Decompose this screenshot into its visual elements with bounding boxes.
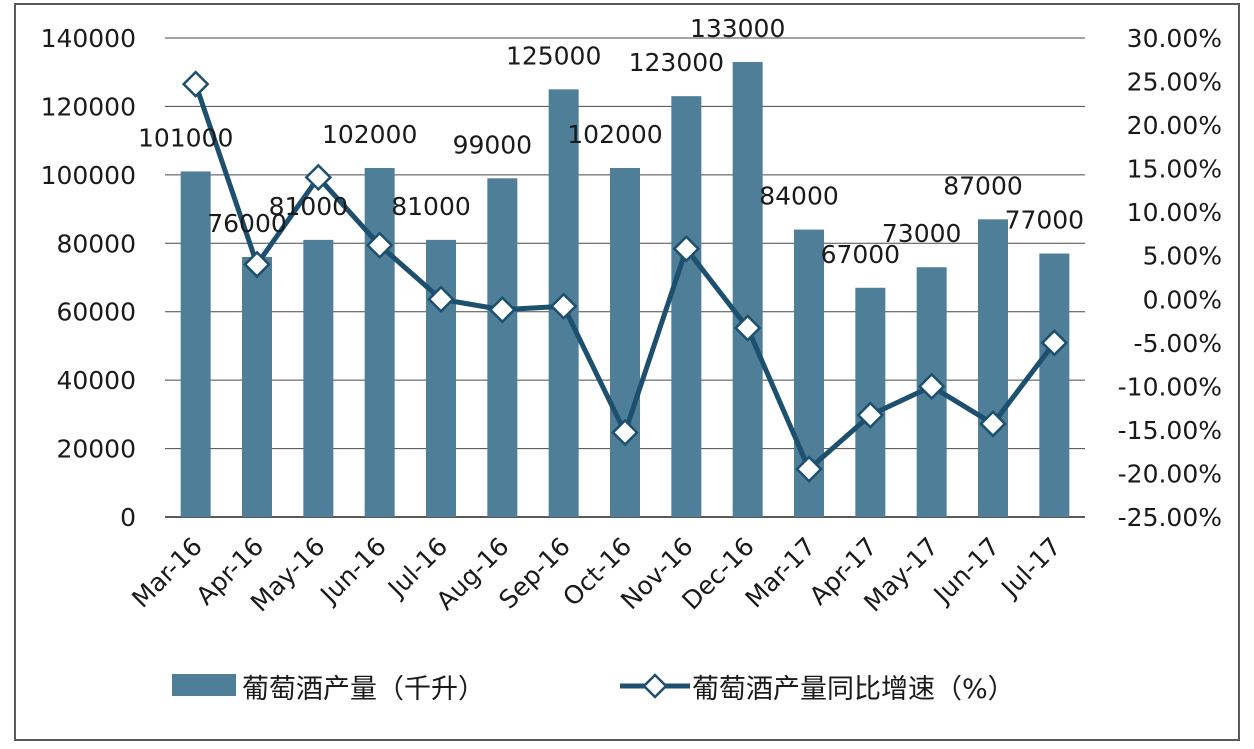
x-tick-label: Mar-17 xyxy=(740,532,822,614)
right-tick-label: 5.00% xyxy=(1143,242,1222,271)
bar xyxy=(487,178,518,517)
bar xyxy=(732,61,763,517)
right-tick-label: 15.00% xyxy=(1127,155,1222,184)
x-tick-label: Jul-17 xyxy=(994,532,1066,604)
bar-value-label: 67000 xyxy=(821,240,901,269)
bar xyxy=(610,168,640,517)
bar-series xyxy=(180,61,1070,518)
bar-value-label: 84000 xyxy=(759,182,839,211)
x-tick-label: Mar-16 xyxy=(126,532,208,614)
right-tick-label: -5.00% xyxy=(1134,329,1222,358)
line-marker xyxy=(611,418,639,447)
x-axis-ticks: Mar-16Apr-16May-16Jun-16Jul-16Aug-16Sep-… xyxy=(126,532,1066,618)
bar-value-label: 102000 xyxy=(322,120,417,149)
line-marker xyxy=(1040,329,1069,357)
left-tick-label: 40000 xyxy=(56,366,136,395)
right-tick-label: -15.00% xyxy=(1118,416,1222,445)
line-marker xyxy=(243,250,271,279)
bar-value-label: 77000 xyxy=(1005,206,1085,235)
right-tick-label: 20.00% xyxy=(1127,111,1222,140)
left-tick-label: 20000 xyxy=(56,435,136,464)
left-tick-label: 80000 xyxy=(56,229,136,258)
x-tick-label: Jun-17 xyxy=(927,532,1005,610)
left-tick-label: 0 xyxy=(120,503,136,532)
line-marker xyxy=(917,372,946,401)
bar-value-label: 81000 xyxy=(391,192,471,221)
left-axis-ticks: 0 20000 40000 60000 80000 100000 120000 140000 xyxy=(41,24,136,532)
line-marker xyxy=(672,234,701,263)
legend-line-marker xyxy=(642,673,668,699)
right-tick-label: -10.00% xyxy=(1118,372,1222,401)
right-tick-label: 10.00% xyxy=(1127,198,1222,227)
bar xyxy=(978,219,1008,518)
line-marker xyxy=(979,410,1007,438)
legend-bar-swatch xyxy=(172,674,236,696)
line-marker xyxy=(549,292,578,321)
left-tick-label: 140000 xyxy=(41,24,136,53)
right-tick-label: -20.00% xyxy=(1118,459,1222,488)
right-axis-ticks: -25.00% -20.00% -15.00% -10.00% -5.00% 0.00% 5… xyxy=(1118,24,1222,532)
x-tick-label: Jun-16 xyxy=(313,532,391,610)
line-series xyxy=(181,70,1069,483)
bar-value-label: 99000 xyxy=(453,130,533,159)
line-marker xyxy=(488,295,517,324)
legend-line-label: 葡萄酒产量同比增速（%） xyxy=(692,674,1015,705)
bar-value-label: 102000 xyxy=(567,120,662,149)
bar xyxy=(1039,253,1070,518)
left-tick-label: 60000 xyxy=(56,298,136,327)
left-tick-label: 120000 xyxy=(41,92,136,121)
bar-value-label: 101000 xyxy=(138,123,233,152)
legend: 葡萄酒产量（千升） 葡萄酒产量同比增速（%） xyxy=(172,673,1015,705)
bar xyxy=(426,239,456,517)
bar xyxy=(303,239,334,517)
bar xyxy=(364,168,395,517)
left-tick-label: 100000 xyxy=(41,161,136,190)
legend-bar-label: 葡萄酒产量（千升） xyxy=(242,674,485,705)
bar-value-label: 87000 xyxy=(943,171,1023,200)
line-marker xyxy=(733,314,762,342)
bar-value-label: 123000 xyxy=(629,48,724,77)
line-marker xyxy=(795,455,823,483)
line-marker xyxy=(181,70,210,98)
bar-value-label: 73000 xyxy=(882,219,962,248)
line-marker xyxy=(427,285,455,314)
bar-value-label: 81000 xyxy=(269,192,349,221)
bar xyxy=(671,96,702,518)
bar-value-label: 76000 xyxy=(207,209,287,238)
right-tick-label: 0.00% xyxy=(1143,285,1222,314)
bar-value-label: 125000 xyxy=(506,41,601,70)
bar-value-label: 133000 xyxy=(690,14,785,43)
right-tick-label: 25.00% xyxy=(1127,68,1222,97)
right-tick-label: 30.00% xyxy=(1127,24,1222,53)
line-marker xyxy=(365,231,394,260)
right-tick-label: -25.00% xyxy=(1118,503,1222,532)
bar-data-labels: 1010007600081000102000810009900012500010… xyxy=(138,14,1084,269)
line-marker xyxy=(304,163,333,192)
bar xyxy=(180,171,211,517)
bar xyxy=(242,256,272,517)
line-marker xyxy=(856,401,885,429)
